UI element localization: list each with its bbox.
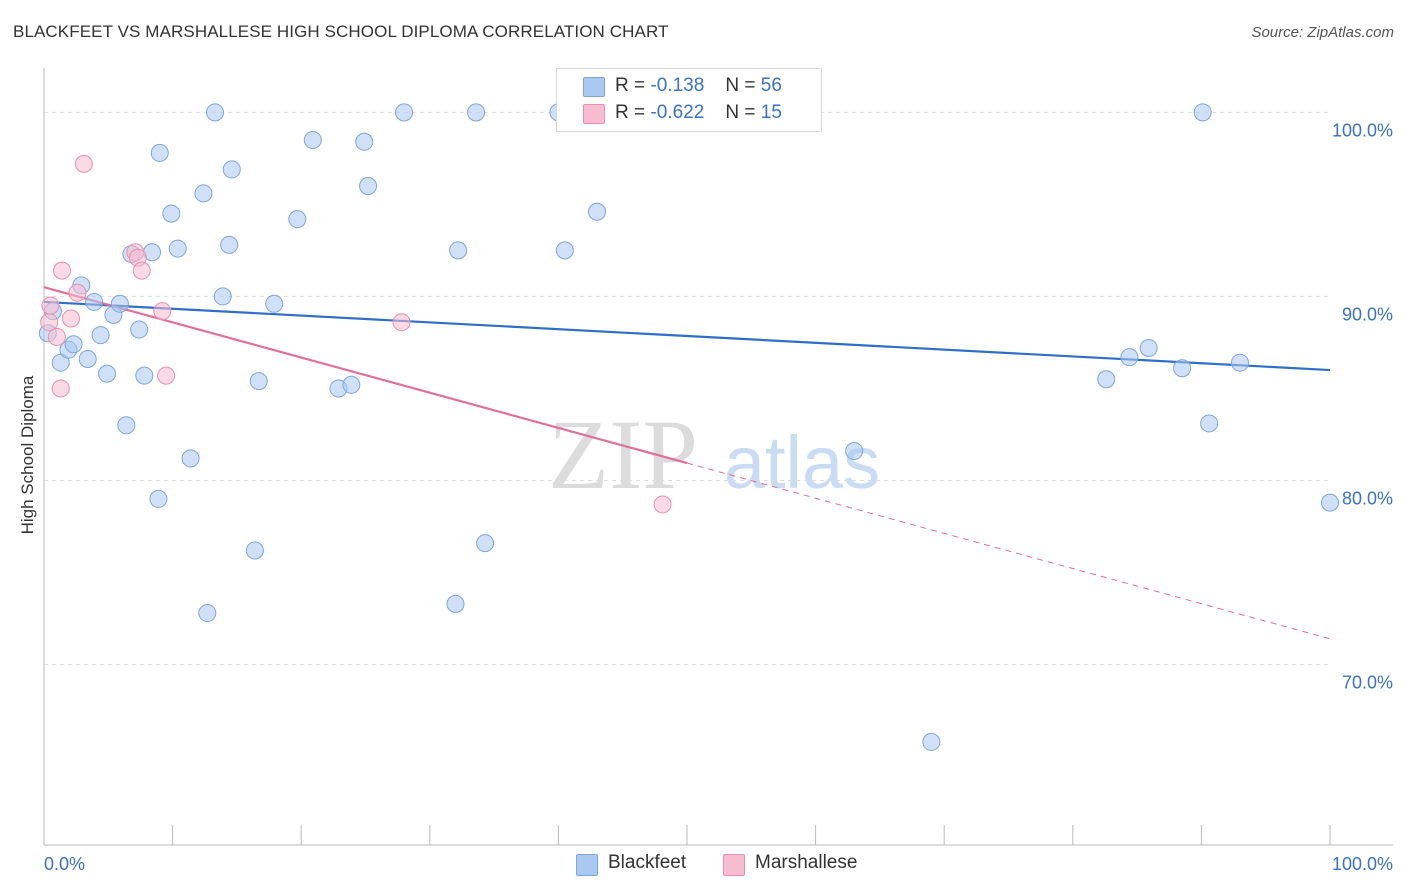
blackfeet-point (249, 372, 268, 391)
y-tick-label: 90.0% (1342, 304, 1393, 324)
blackfeet-legend-swatch (576, 854, 598, 876)
blackfeet-point (1173, 359, 1192, 378)
blackfeet-legend-label: Blackfeet (608, 852, 687, 873)
blackfeet-point (922, 732, 941, 751)
blackfeet-point (117, 416, 136, 435)
blackfeet-point (1321, 493, 1339, 512)
blackfeet-point (85, 292, 104, 311)
n-value: 15 (760, 102, 782, 123)
marshallese-point (392, 313, 411, 332)
blackfeet-point (213, 287, 232, 306)
blackfeet-point (395, 103, 414, 122)
blackfeet-point (1139, 338, 1158, 357)
blackfeet-point (845, 442, 864, 461)
blackfeet-point (555, 241, 574, 260)
blackfeet-point (198, 604, 217, 623)
r-label: R = (615, 75, 646, 96)
blackfeet-point (1193, 103, 1212, 122)
blackfeet-point (149, 489, 168, 508)
n-label: N = (725, 75, 756, 96)
blackfeet-swatch (583, 77, 605, 97)
blackfeet-point (1120, 348, 1139, 367)
trend-line-extension (686, 462, 1331, 640)
blackfeet-point (194, 184, 213, 203)
blackfeet-point (265, 294, 284, 313)
blackfeet-point (288, 210, 307, 229)
y-tick-label: 100.0% (1332, 120, 1393, 140)
watermark-atlas: atlas (724, 421, 880, 504)
blackfeet-point (98, 364, 117, 383)
marshallese-point (47, 327, 66, 346)
marshallese-point (51, 379, 70, 398)
blackfeet-point (162, 204, 181, 223)
marshallese-point (132, 261, 151, 280)
trend-line (43, 300, 1331, 372)
trend-line (43, 286, 688, 465)
r-value: -0.138 (650, 75, 705, 96)
r-value: -0.622 (650, 102, 705, 123)
blackfeet-point (1230, 353, 1249, 372)
y-tick-label: 80.0% (1342, 489, 1393, 509)
blackfeet-point (64, 335, 83, 354)
blackfeet-point (1097, 370, 1116, 389)
blackfeet-point (355, 132, 374, 151)
y-tick-label: 70.0% (1342, 673, 1393, 693)
source-label: Source: ZipAtlas.com (1251, 24, 1394, 41)
marshallese-point (653, 495, 672, 514)
blackfeet-point (359, 176, 378, 195)
blackfeet-point (130, 320, 149, 339)
blackfeet-point (245, 541, 264, 560)
marshallese-legend-label: Marshallese (755, 852, 858, 873)
marshallese-point (157, 366, 176, 385)
blackfeet-point (78, 350, 97, 369)
x-tick-label: 0.0% (44, 854, 85, 874)
blackfeet-point (222, 160, 241, 179)
chart-title: BLACKFEET VS MARSHALLESE HIGH SCHOOL DIP… (13, 22, 669, 41)
n-label: N = (725, 102, 756, 123)
blackfeet-point (342, 375, 361, 394)
blackfeet-point (476, 534, 495, 553)
blackfeet-point (1200, 414, 1219, 433)
marshallese-point (53, 261, 72, 280)
blackfeet-point (220, 235, 239, 254)
marshallese-legend-swatch (723, 854, 745, 876)
blackfeet-point (467, 103, 486, 122)
blackfeet-point (303, 130, 322, 149)
r-label: R = (615, 102, 646, 123)
blackfeet-point (168, 239, 187, 258)
marshallese-point (41, 296, 60, 315)
watermark-zip: ZIP (548, 399, 698, 510)
blackfeet-point (181, 449, 200, 468)
blackfeet-point (206, 103, 225, 122)
stats-legend: R = -0.138 N = 56 R = -0.622 N = 15 (556, 68, 822, 132)
marshallese-point (62, 309, 81, 328)
marshallese-point (153, 302, 172, 321)
marshallese-point (74, 154, 93, 173)
marshallese-point (68, 283, 87, 302)
blackfeet-point (135, 366, 154, 385)
blackfeet-point (587, 202, 606, 221)
blackfeet-point (110, 294, 129, 313)
blackfeet-point (150, 143, 169, 162)
blackfeet-point (446, 594, 465, 613)
blackfeet-point (91, 326, 110, 345)
marshallese-swatch (583, 104, 605, 124)
x-tick-label: 100.0% (1332, 854, 1393, 874)
n-value: 56 (760, 75, 782, 96)
blackfeet-point (449, 241, 468, 260)
